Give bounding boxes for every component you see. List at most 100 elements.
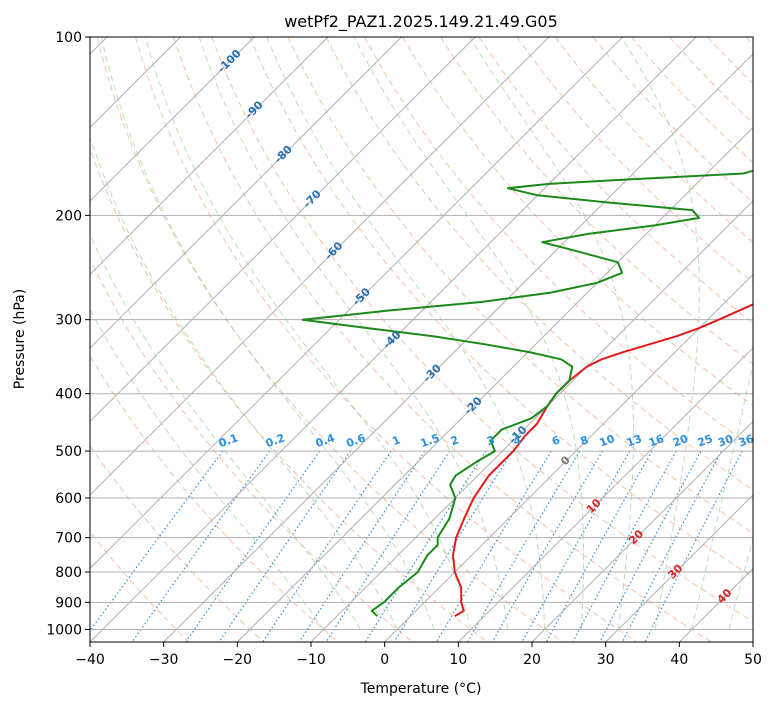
moist-adiabat <box>728 537 753 630</box>
x-axis-label: Temperature (°C) <box>360 681 482 697</box>
mixing-ratio-label: 20 <box>671 432 690 450</box>
dry-adiabat <box>707 37 753 85</box>
mixing-ratio-label: 8 <box>579 433 591 448</box>
x-tick-label: −40 <box>75 652 105 668</box>
mixing-ratio-label: 16 <box>647 432 666 450</box>
isotherm-line <box>163 53 753 642</box>
moist-adiabat <box>90 232 361 630</box>
axis-layer: −40 −30 −20 −10 0 10 20 30 40 5010020030040050060… <box>46 30 762 668</box>
dry-adiabat <box>90 355 339 642</box>
x-tick-label: 0 <box>380 652 389 668</box>
dry-adiabat <box>592 37 753 203</box>
mixing-ratio-label: 3 <box>485 433 497 448</box>
mixing-ratio-line <box>572 450 677 642</box>
dry-adiabat <box>440 37 753 365</box>
dry-adiabat <box>90 147 488 642</box>
isotherm-line <box>605 494 753 642</box>
y-tick-label: 800 <box>55 565 82 581</box>
plot-frame <box>89 36 754 643</box>
moist-adiabat <box>620 37 700 630</box>
moist-adiabat <box>691 361 753 630</box>
moist-adiabat <box>90 308 324 630</box>
x-tick-label: 40 <box>670 652 688 668</box>
mixing-ratio-label: 10 <box>598 432 617 450</box>
mixing-ratio-label: 4 <box>511 433 523 448</box>
isotherm-line <box>678 567 753 642</box>
isotherm-line <box>90 37 402 349</box>
dry-adiabat <box>745 37 753 45</box>
y-tick-label: 200 <box>55 208 82 224</box>
dry-adiabat <box>554 37 753 243</box>
x-tick-label: 30 <box>597 652 615 668</box>
dry-adiabat <box>90 445 264 642</box>
dry-adiabat <box>90 258 414 642</box>
mixing-ratio-label: 30 <box>716 432 735 450</box>
isotherm-line <box>384 273 753 642</box>
mixing-ratio-label: 0.4 <box>314 431 337 450</box>
mixing-ratio-line <box>90 450 224 632</box>
mixing-ratio-label: 13 <box>625 432 644 449</box>
mixing-ratio-label: 1.5 <box>419 431 442 450</box>
isotherm-line <box>90 37 476 423</box>
mixing-ratio-line <box>435 450 552 642</box>
mixing-ratio-label: 1 <box>390 433 402 448</box>
y-tick-label: 600 <box>55 491 82 507</box>
x-tick-label: −20 <box>223 652 253 668</box>
mixing-ratio-line <box>364 450 487 642</box>
dry-adiabat <box>211 37 753 623</box>
moist-adiabat <box>198 37 509 630</box>
moist-adiabat <box>469 37 634 630</box>
y-tick-label: 500 <box>55 444 82 460</box>
mixing-ratio-line <box>545 450 653 642</box>
isotherm-line <box>752 641 753 642</box>
moist-adiabat <box>144 37 472 630</box>
mixing-ratio-line <box>325 450 451 642</box>
chart-title: wetPf2_PAZ1.2025.149.21.49.G05 <box>284 12 558 32</box>
dry-adiabat <box>287 37 753 534</box>
y-tick-label: 400 <box>55 387 82 403</box>
mixing-ratio-line <box>262 450 392 642</box>
moist-adiabat <box>100 37 435 630</box>
mixing-ratio-label: 36 <box>737 432 756 450</box>
isotherm-line <box>457 347 753 642</box>
mixing-ratio-label: 0.1 <box>217 431 240 450</box>
x-tick-label: 50 <box>744 652 762 668</box>
isotherm-line <box>310 200 753 642</box>
y-tick-label: 900 <box>55 595 82 611</box>
x-tick-label: −30 <box>149 652 179 668</box>
series-layer <box>301 169 753 618</box>
dry-adiabat <box>134 37 638 642</box>
dry-adiabat <box>249 37 753 578</box>
y-tick-label: 700 <box>55 531 82 547</box>
mixing-ratio-line <box>644 450 743 642</box>
x-tick-label: −10 <box>296 652 326 668</box>
isotherm-line <box>531 420 753 642</box>
y-tick-label: 1000 <box>46 622 82 638</box>
mixing-ratio-line <box>491 450 604 642</box>
mixing-ratio-label: 0.6 <box>344 431 367 450</box>
moist-adiabat <box>90 135 398 630</box>
grid-layer <box>90 37 753 642</box>
dry-adiabat <box>96 37 563 642</box>
mixing-ratio-line <box>621 450 722 642</box>
dry-adiabat <box>325 37 753 491</box>
y-tick-label: 100 <box>55 30 82 46</box>
y-tick-label: 300 <box>55 313 82 329</box>
mixing-ratio-label: 6 <box>550 433 562 448</box>
mixing-ratio-line <box>185 450 321 642</box>
moist-adiabat <box>353 37 584 630</box>
isotherm-line <box>236 126 753 642</box>
isotherm-line <box>90 37 550 496</box>
isotherm-line <box>90 37 623 570</box>
mixing-ratio-line <box>298 450 426 642</box>
label-layer: -100-90-80-70-60-50-40-30-20-1000.1 0.2 0.… <box>215 47 756 607</box>
dry-adiabat <box>669 37 753 124</box>
mixing-ratio-label: 25 <box>696 432 715 449</box>
isotherm-line <box>90 37 255 202</box>
moist-adiabat <box>266 37 546 630</box>
mixing-ratio-label: 2 <box>449 433 461 448</box>
mixing-ratio-label: 0.2 <box>264 431 287 450</box>
isotherm-line <box>90 37 329 276</box>
temperature-profile <box>452 303 753 618</box>
